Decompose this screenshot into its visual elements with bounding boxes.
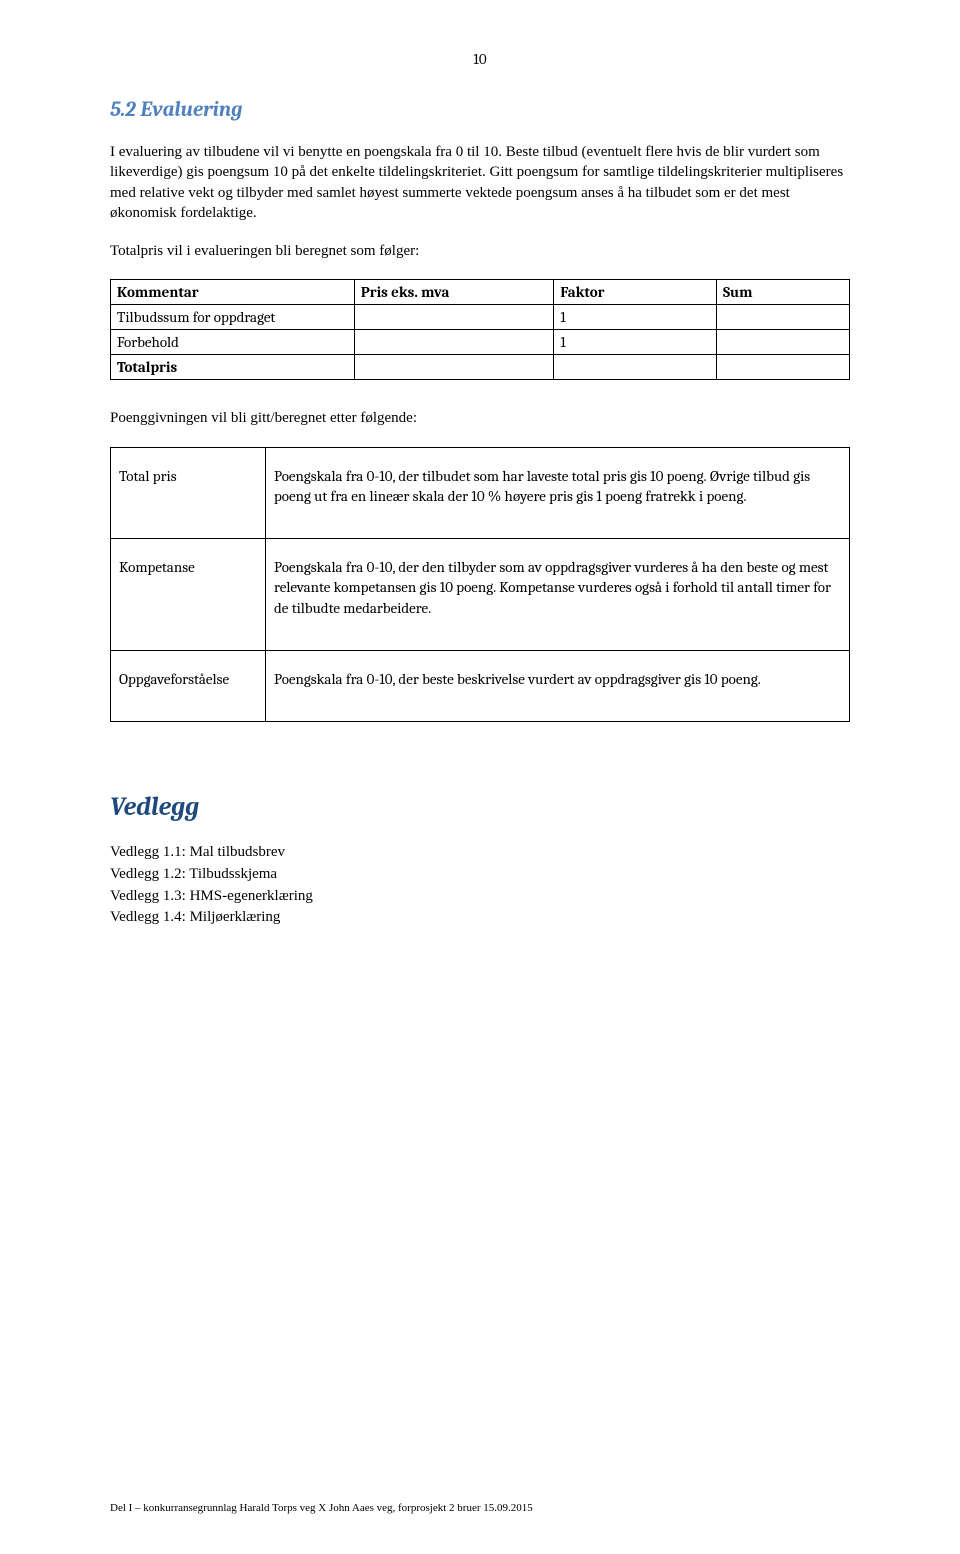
- td-cell: [716, 305, 849, 330]
- td-cell: [354, 330, 554, 355]
- td-label-kompetanse: Kompetanse: [111, 539, 266, 651]
- table-row: Oppgaveforståelse Poengskala fra 0-10, d…: [111, 650, 850, 721]
- td-text-totalpris: Poengskala fra 0-10, der tilbudet som ha…: [266, 447, 850, 539]
- table-row: Kompetanse Poengskala fra 0-10, der den …: [111, 539, 850, 651]
- td-cell: [354, 305, 554, 330]
- th-kommentar: Kommentar: [111, 280, 355, 305]
- paragraph-poenggivning: Poenggivningen vil bli gitt/beregnet ett…: [110, 408, 850, 428]
- th-pris: Pris eks. mva: [354, 280, 554, 305]
- vedlegg-item: Vedlegg 1.1: Mal tilbudsbrev: [110, 842, 850, 864]
- td-cell: [716, 330, 849, 355]
- paragraph-intro: I evaluering av tilbudene vil vi benytte…: [110, 142, 850, 223]
- td-cell: 1: [554, 305, 717, 330]
- heading-5-2: 5.2 Evaluering: [110, 98, 850, 122]
- table-row: Tilbudssum for oppdraget 1: [111, 305, 850, 330]
- heading-vedlegg: Vedlegg: [110, 792, 850, 822]
- td-text-kompetanse: Poengskala fra 0-10, der den tilbyder so…: [266, 539, 850, 651]
- vedlegg-item: Vedlegg 1.4: Miljøerklæring: [110, 907, 850, 929]
- vedlegg-item: Vedlegg 1.3: HMS-egenerklæring: [110, 886, 850, 908]
- vedlegg-item: Vedlegg 1.2: Tilbudsskjema: [110, 864, 850, 886]
- paragraph-totalpris-intro: Totalpris vil i evalueringen bli beregne…: [110, 241, 850, 261]
- td-cell: 1: [554, 330, 717, 355]
- footer-text: Del I – konkurransegrunnlag Harald Torps…: [110, 1502, 533, 1514]
- table-poengskala: Total pris Poengskala fra 0-10, der tilb…: [110, 447, 850, 723]
- vedlegg-list: Vedlegg 1.1: Mal tilbudsbrev Vedlegg 1.2…: [110, 842, 850, 929]
- th-faktor: Faktor: [554, 280, 717, 305]
- td-cell: Totalpris: [111, 355, 355, 380]
- table-kommentar: Kommentar Pris eks. mva Faktor Sum Tilbu…: [110, 279, 850, 380]
- table-header-row: Kommentar Pris eks. mva Faktor Sum: [111, 280, 850, 305]
- table-row: Totalpris: [111, 355, 850, 380]
- table-row: Forbehold 1: [111, 330, 850, 355]
- td-cell: Forbehold: [111, 330, 355, 355]
- table-row: Total pris Poengskala fra 0-10, der tilb…: [111, 447, 850, 539]
- td-cell: [716, 355, 849, 380]
- td-text-oppgave: Poengskala fra 0-10, der beste beskrivel…: [266, 650, 850, 721]
- td-cell: Tilbudssum for oppdraget: [111, 305, 355, 330]
- page-number: 10: [110, 50, 850, 68]
- th-sum: Sum: [716, 280, 849, 305]
- td-cell: [354, 355, 554, 380]
- td-label-totalpris: Total pris: [111, 447, 266, 539]
- td-label-oppgave: Oppgaveforståelse: [111, 650, 266, 721]
- td-cell: [554, 355, 717, 380]
